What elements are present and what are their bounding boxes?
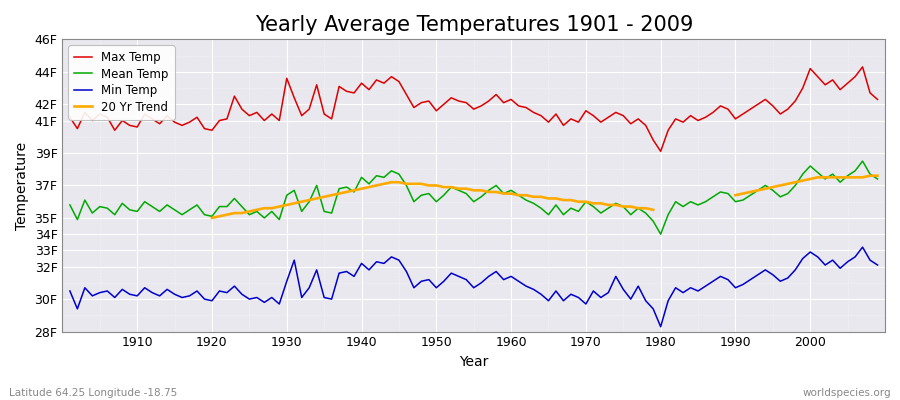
Min Temp	[65, 288, 76, 293]
Y-axis label: Temperature: Temperature	[15, 141, 29, 230]
Max Temp	[872, 97, 883, 102]
Max Temp	[65, 115, 76, 120]
Mean Temp	[872, 176, 883, 181]
20 Yr Trend	[648, 208, 659, 212]
Text: Latitude 64.25 Longitude -18.75: Latitude 64.25 Longitude -18.75	[9, 388, 177, 398]
20 Yr Trend	[491, 190, 501, 194]
Max Temp	[655, 149, 666, 154]
Line: 20 Yr Trend: 20 Yr Trend	[212, 182, 653, 218]
Min Temp	[334, 271, 345, 276]
Min Temp	[499, 277, 509, 282]
20 Yr Trend	[282, 202, 292, 207]
Mean Temp	[499, 191, 509, 196]
Mean Temp	[289, 188, 300, 193]
Min Temp	[289, 258, 300, 262]
Max Temp	[124, 123, 135, 128]
X-axis label: Year: Year	[459, 355, 489, 369]
20 Yr Trend	[334, 191, 345, 196]
20 Yr Trend	[348, 188, 359, 193]
Line: Mean Temp: Mean Temp	[70, 161, 878, 234]
Mean Temp	[506, 188, 517, 193]
20 Yr Trend	[319, 194, 329, 199]
Legend: Max Temp, Mean Temp, Min Temp, 20 Yr Trend: Max Temp, Mean Temp, Min Temp, 20 Yr Tre…	[68, 45, 175, 120]
Mean Temp	[65, 202, 76, 207]
Mean Temp	[124, 208, 135, 212]
Max Temp	[506, 97, 517, 102]
Min Temp	[655, 324, 666, 329]
Line: Max Temp: Max Temp	[70, 67, 878, 151]
20 Yr Trend	[386, 180, 397, 185]
20 Yr Trend	[356, 186, 367, 191]
Mean Temp	[596, 211, 607, 216]
Max Temp	[289, 95, 300, 100]
Mean Temp	[857, 159, 868, 164]
Min Temp	[506, 274, 517, 279]
20 Yr Trend	[207, 216, 218, 220]
Min Temp	[857, 245, 868, 250]
Min Temp	[872, 263, 883, 268]
Mean Temp	[334, 186, 345, 191]
Max Temp	[857, 64, 868, 69]
Text: worldspecies.org: worldspecies.org	[803, 388, 891, 398]
Max Temp	[596, 120, 607, 124]
Max Temp	[499, 100, 509, 105]
Line: Min Temp: Min Temp	[70, 247, 878, 327]
Max Temp	[334, 84, 345, 89]
Title: Yearly Average Temperatures 1901 - 2009: Yearly Average Temperatures 1901 - 2009	[255, 15, 693, 35]
Mean Temp	[655, 232, 666, 236]
Min Temp	[596, 295, 607, 300]
Min Temp	[124, 292, 135, 297]
